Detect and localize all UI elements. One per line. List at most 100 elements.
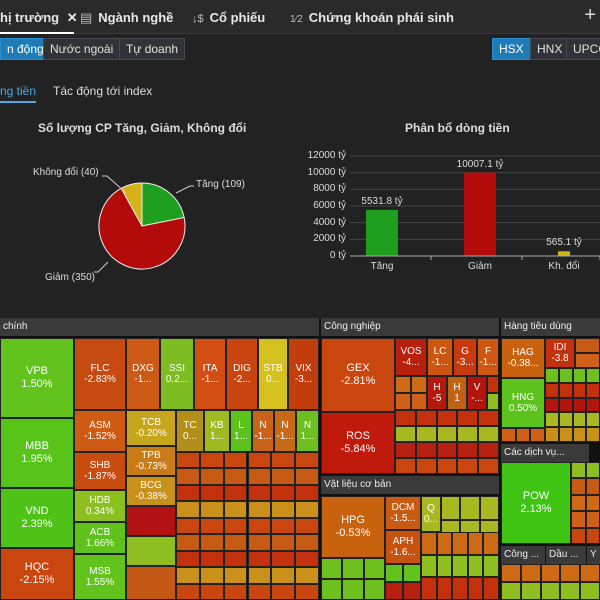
- tab-derivatives[interactable]: 1⁄2 Chứng khoán phái sinh: [290, 0, 454, 34]
- sector-header-s2[interactable]: Dầu ...: [546, 546, 586, 564]
- treemap-small-tile[interactable]: [271, 452, 296, 469]
- tile-stb[interactable]: STB 0...: [258, 338, 288, 410]
- treemap-small-tile[interactable]: [572, 397, 587, 413]
- treemap-small-tile[interactable]: [421, 532, 437, 555]
- treemap-small-tile[interactable]: [467, 577, 484, 600]
- treemap-small-tile[interactable]: [223, 583, 248, 600]
- treemap-small-tile[interactable]: [571, 527, 586, 544]
- treemap-small-tile[interactable]: [515, 428, 531, 442]
- tile-vix[interactable]: VIX -3...: [288, 338, 319, 410]
- treemap-small-tile[interactable]: [271, 484, 296, 502]
- treemap-small-tile[interactable]: [295, 567, 319, 584]
- treemap-small-tile[interactable]: [436, 458, 458, 474]
- treemap-small-tile[interactable]: [586, 382, 600, 398]
- bar-Giảm[interactable]: [464, 172, 496, 256]
- treemap-small-tile[interactable]: [571, 462, 586, 479]
- treemap-small-tile[interactable]: [295, 583, 319, 600]
- treemap-small-tile[interactable]: [487, 393, 499, 410]
- treemap-small-tile[interactable]: [415, 410, 437, 426]
- treemap-small-tile[interactable]: [385, 564, 403, 582]
- tile-g[interactable]: G -3...: [453, 338, 477, 376]
- treemap-small-tile[interactable]: [460, 496, 480, 520]
- treemap-small-tile[interactable]: [176, 468, 200, 485]
- treemap-small-tile[interactable]: [580, 582, 600, 600]
- treemap-small-tile[interactable]: [411, 393, 427, 410]
- treemap-small-tile[interactable]: [575, 353, 600, 368]
- pie-slice-Tăng[interactable]: [141, 182, 185, 227]
- treemap-small-tile[interactable]: [520, 564, 541, 582]
- treemap-small-tile[interactable]: [572, 427, 587, 442]
- sector-header-s1[interactable]: Công ...: [501, 546, 545, 564]
- tile-f[interactable]: F -1...: [477, 338, 499, 376]
- treemap-small-tile[interactable]: [223, 468, 248, 485]
- treemap-small-tile[interactable]: [421, 577, 437, 600]
- treemap-small-tile[interactable]: [452, 532, 468, 555]
- treemap-small-tile[interactable]: [247, 468, 272, 485]
- treemap-small-tile[interactable]: [342, 579, 364, 600]
- treemap-small-tile[interactable]: [295, 501, 319, 518]
- treemap-small-tile[interactable]: [247, 567, 272, 584]
- treemap-small-tile[interactable]: [176, 567, 200, 584]
- tile-q[interactable]: Q 0...: [421, 496, 441, 532]
- treemap-small-tile[interactable]: [247, 484, 272, 502]
- treemap-small-tile[interactable]: [540, 582, 561, 600]
- treemap-small-tile[interactable]: [176, 583, 200, 600]
- treemap-small-tile[interactable]: [199, 534, 224, 551]
- treemap-small-tile[interactable]: [223, 501, 248, 518]
- treemap-small-tile[interactable]: [560, 582, 581, 600]
- treemap-small-tile[interactable]: [415, 458, 437, 474]
- treemap-small-tile[interactable]: [467, 532, 484, 555]
- treemap-small-tile[interactable]: [395, 393, 411, 410]
- subtab-index-impact[interactable]: Tác động tới index: [53, 84, 153, 98]
- treemap-small-tile[interactable]: [271, 468, 296, 485]
- tile-flc[interactable]: FLC -2.83%: [74, 338, 126, 410]
- tile-vnd[interactable]: VND 2.39%: [0, 488, 74, 548]
- treemap-small-tile[interactable]: [395, 442, 416, 458]
- treemap-small-tile[interactable]: [545, 412, 559, 428]
- treemap-small-tile[interactable]: [223, 484, 248, 502]
- treemap-small-tile[interactable]: [363, 579, 385, 600]
- treemap-small-tile[interactable]: [199, 517, 224, 535]
- treemap-small-tile[interactable]: [199, 583, 224, 600]
- sector-header-services[interactable]: Các dịch vụ...: [501, 444, 589, 462]
- treemap-small-tile[interactable]: [580, 564, 600, 582]
- tile-orange-1[interactable]: [126, 566, 176, 600]
- treemap-small-tile[interactable]: [199, 452, 224, 469]
- treemap-small-tile[interactable]: [271, 583, 296, 600]
- tile-dig[interactable]: DIG -2...: [226, 338, 258, 410]
- tile-l[interactable]: L 1...: [230, 410, 252, 452]
- treemap-small-tile[interactable]: [271, 567, 296, 584]
- treemap-small-tile[interactable]: [571, 494, 586, 512]
- treemap-small-tile[interactable]: [271, 550, 296, 568]
- treemap-small-tile[interactable]: [487, 376, 499, 393]
- treemap-small-tile[interactable]: [176, 534, 200, 551]
- treemap-small-tile[interactable]: [545, 382, 559, 398]
- tile-tcb[interactable]: TCB -0.20%: [126, 410, 176, 446]
- bar-Tăng[interactable]: [366, 209, 398, 256]
- treemap-small-tile[interactable]: [415, 426, 437, 442]
- treemap-small-tile[interactable]: [321, 579, 343, 600]
- treemap-small-tile[interactable]: [501, 564, 521, 582]
- treemap-small-tile[interactable]: [585, 478, 600, 495]
- tile-mbb[interactable]: MBB 1.95%: [0, 418, 74, 488]
- treemap-small-tile[interactable]: [395, 458, 416, 474]
- treemap-small-tile[interactable]: [530, 428, 545, 442]
- treemap-small-tile[interactable]: [586, 397, 600, 413]
- treemap-small-tile[interactable]: [572, 382, 587, 398]
- tile-red-1[interactable]: [126, 506, 176, 536]
- treemap-small-tile[interactable]: [295, 452, 319, 469]
- tile-acb[interactable]: ACB 1.66%: [74, 522, 126, 554]
- treemap-small-tile[interactable]: [363, 558, 385, 579]
- treemap-small-tile[interactable]: [457, 458, 479, 474]
- sector-header-s3[interactable]: Y ...: [587, 546, 600, 564]
- treemap-small-tile[interactable]: [199, 501, 224, 518]
- treemap-small-tile[interactable]: [199, 550, 224, 568]
- tile-bcg[interactable]: BCG -0.38%: [126, 476, 176, 506]
- tile-ros[interactable]: ROS -5.84%: [321, 412, 395, 474]
- treemap-small-tile[interactable]: [457, 426, 479, 442]
- treemap-small-tile[interactable]: [271, 517, 296, 535]
- treemap-small-tile[interactable]: [247, 501, 272, 518]
- treemap-small-tile[interactable]: [585, 511, 600, 528]
- treemap-small-tile[interactable]: [560, 564, 581, 582]
- treemap-small-tile[interactable]: [478, 410, 499, 426]
